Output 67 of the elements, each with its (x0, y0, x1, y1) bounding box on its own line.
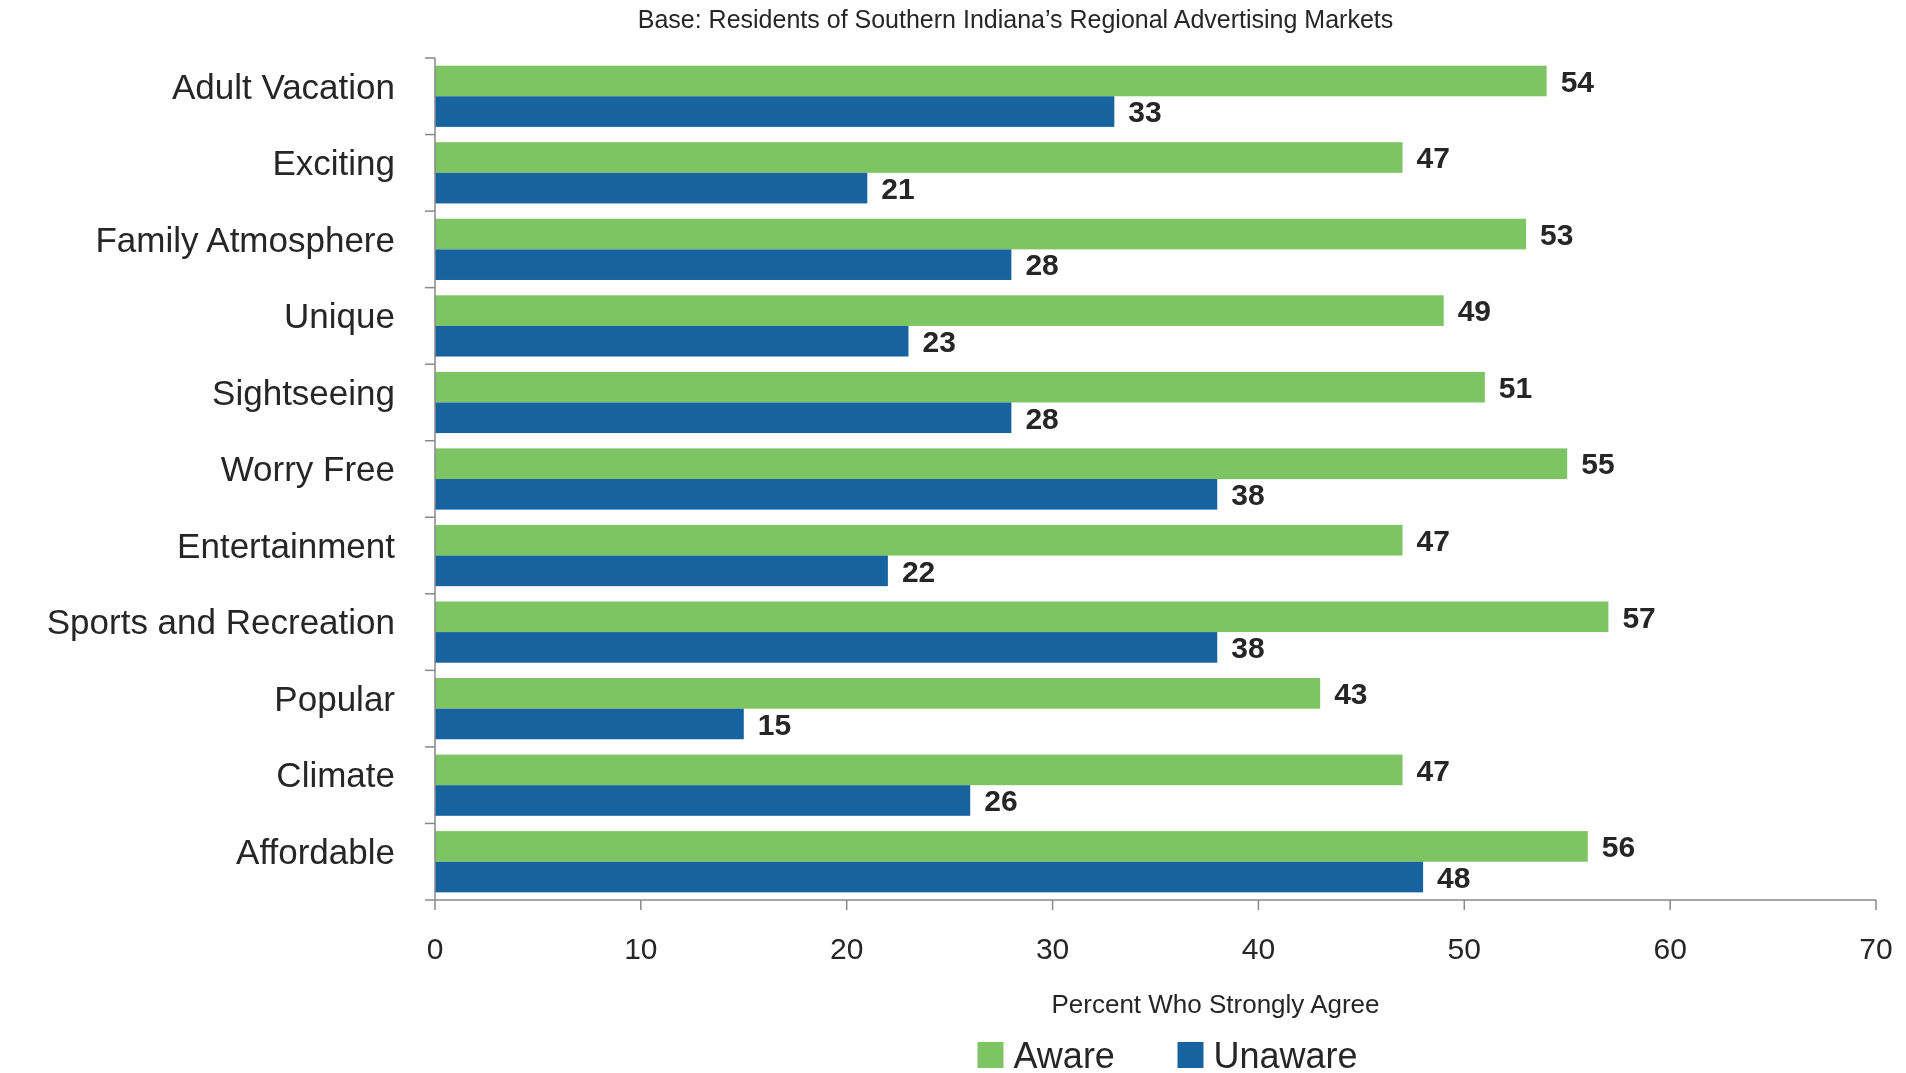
y-tick-label: Affordable (236, 831, 395, 871)
bar (435, 785, 971, 816)
bar (435, 831, 1588, 862)
bar (435, 371, 1485, 403)
x-tick-label: 20 (830, 931, 864, 965)
bar (435, 172, 868, 204)
x-tick-label: 30 (1035, 931, 1070, 965)
bar (435, 479, 1218, 510)
x-tick-label: 10 (624, 931, 658, 965)
bar (435, 601, 1609, 633)
data-label: 28 (1025, 248, 1059, 282)
x-tick-label: 50 (1447, 931, 1481, 965)
bar (435, 524, 1403, 556)
x-tick-label: 70 (1859, 931, 1893, 965)
y-tick-label: Popular (274, 678, 396, 718)
bar (435, 218, 1527, 250)
data-label: 55 (1581, 447, 1615, 481)
bar (435, 708, 744, 740)
data-label: 26 (984, 784, 1018, 818)
data-label: 28 (1025, 401, 1059, 435)
x-axis-title: Percent Who Strongly Agree (1051, 989, 1380, 1020)
bar (435, 632, 1218, 663)
bar (435, 555, 888, 587)
data-label: 38 (1231, 478, 1265, 512)
data-label: 43 (1334, 677, 1368, 711)
bar (435, 402, 1012, 434)
data-label: 53 (1540, 217, 1574, 251)
data-label: 49 (1457, 294, 1492, 328)
chart-title: Base: Residents of Southern Indiana’s Regional Advertising Markets (637, 5, 1394, 33)
data-label: 54 (1560, 64, 1595, 98)
bar (435, 325, 909, 357)
y-tick-label: Climate (276, 755, 395, 795)
data-label: 56 (1601, 830, 1636, 864)
data-label: 57 (1622, 600, 1656, 634)
data-label: 33 (1128, 95, 1162, 129)
y-tick-label: Family Atmosphere (95, 219, 395, 259)
bar (435, 65, 1547, 97)
data-label: 21 (881, 171, 915, 205)
bar (435, 249, 1012, 280)
y-tick-label: Exciting (272, 143, 395, 183)
data-label: 48 (1437, 860, 1471, 894)
legend-label: Unaware (1213, 1034, 1358, 1073)
y-tick-label: Sightseeing (212, 372, 395, 412)
y-tick-label: Adult Vacation (171, 66, 395, 106)
bar (435, 142, 1403, 173)
legend-label: Aware (1013, 1034, 1115, 1073)
y-tick-label: Sports and Recreation (46, 602, 395, 642)
bar (435, 678, 1321, 709)
data-label: 23 (922, 325, 956, 359)
bar (435, 96, 1115, 127)
x-tick-label: 0 (426, 931, 444, 965)
bar (435, 861, 1424, 893)
data-label: 38 (1231, 631, 1265, 665)
data-label: 15 (757, 707, 792, 741)
y-tick-label: Unique (284, 296, 395, 336)
x-tick-label: 60 (1653, 931, 1687, 965)
bar (435, 754, 1403, 786)
data-label: 22 (901, 554, 936, 588)
y-tick-label: Entertainment (177, 525, 396, 565)
data-label: 51 (1498, 370, 1533, 404)
data-label: 47 (1416, 753, 1450, 787)
x-tick-label: 40 (1241, 931, 1276, 965)
data-label: 47 (1416, 524, 1450, 558)
y-tick-label: Worry Free (220, 449, 395, 489)
data-label: 47 (1416, 141, 1450, 175)
bar (435, 295, 1444, 326)
bar (435, 448, 1568, 479)
